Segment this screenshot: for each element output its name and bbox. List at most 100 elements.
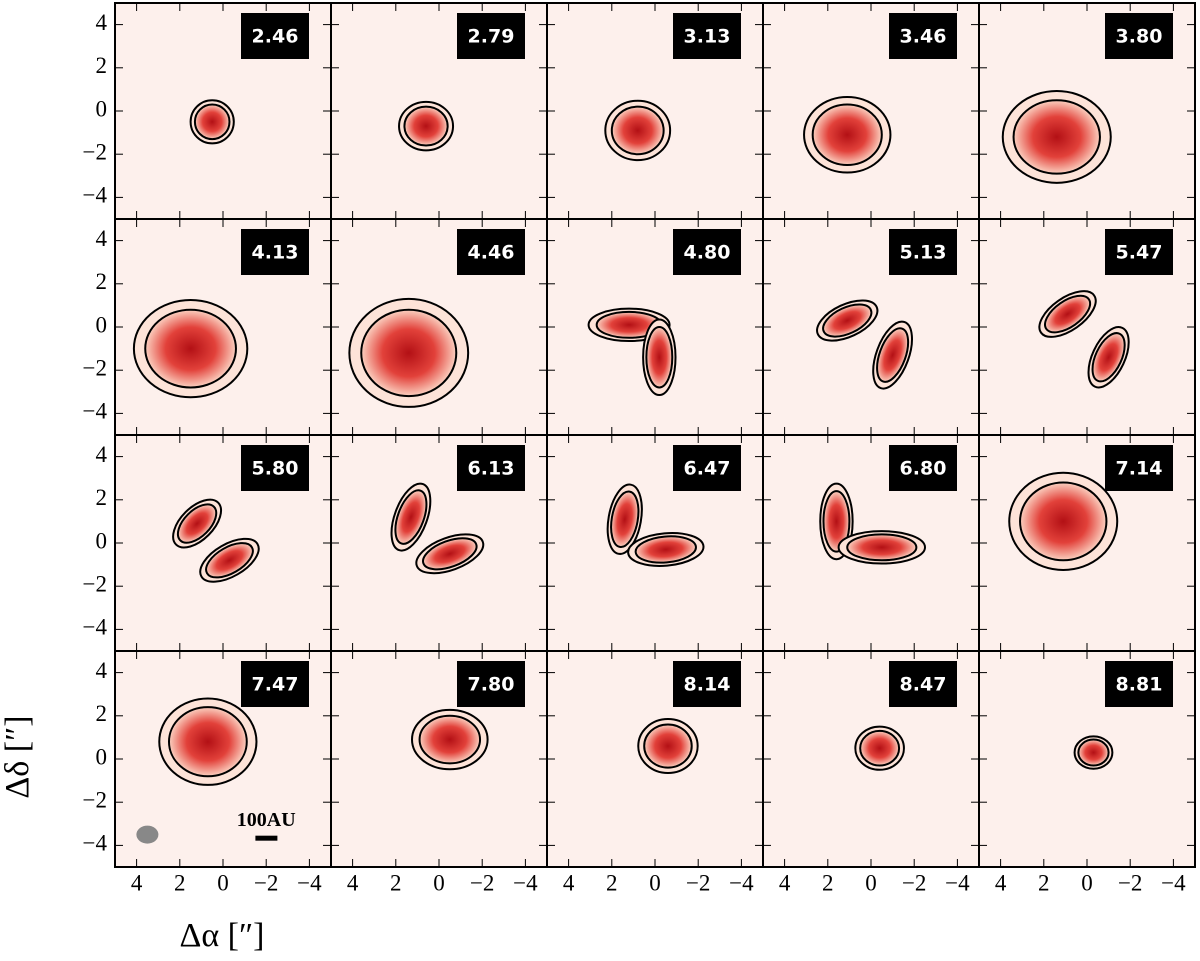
emission bbox=[859, 729, 901, 767]
emission bbox=[1044, 294, 1092, 334]
y-tick-label: 2 bbox=[96, 701, 108, 726]
emission bbox=[811, 103, 883, 166]
panel: 4 2 0 −2 −4 4.13 bbox=[83, 218, 332, 436]
x-tick-label: 0 bbox=[1081, 870, 1093, 895]
channel-label: 6.80 bbox=[900, 458, 947, 480]
y-tick-label: −4 bbox=[83, 615, 108, 640]
channel-label: 2.79 bbox=[468, 26, 515, 48]
label-box bbox=[241, 445, 309, 491]
panel: 4 2 0 −2 −4 5.80 bbox=[83, 434, 332, 652]
label-box bbox=[1105, 13, 1173, 59]
emission bbox=[1091, 332, 1126, 383]
panel: 4 2 0 −2 −4 4 2 0 −2 −4 7.47 100AU bbox=[83, 650, 332, 895]
x-tick-label: −2 bbox=[470, 870, 494, 895]
x-tick-label: −4 bbox=[513, 870, 538, 895]
x-tick-label: −2 bbox=[902, 870, 926, 895]
channel-label: 6.13 bbox=[468, 458, 515, 480]
x-tick-label: 4 bbox=[779, 870, 791, 895]
x-tick-label: −2 bbox=[686, 870, 710, 895]
channel-label: 7.80 bbox=[468, 674, 515, 696]
emission bbox=[876, 327, 910, 383]
panel: 4 2 0 −2 −4 8.81 bbox=[978, 650, 1196, 895]
y-tick-label: 0 bbox=[96, 312, 108, 337]
emission bbox=[403, 105, 449, 147]
x-tick-label: 0 bbox=[649, 870, 661, 895]
channel-label: 3.80 bbox=[1116, 26, 1163, 48]
emission bbox=[822, 303, 873, 338]
y-tick-label: 4 bbox=[96, 442, 108, 467]
x-tick-label: 0 bbox=[217, 870, 229, 895]
label-box bbox=[673, 229, 741, 275]
x-tick-label: 2 bbox=[606, 870, 618, 895]
emission bbox=[822, 490, 851, 553]
channel-label: 5.13 bbox=[900, 242, 947, 264]
y-tick-label: 4 bbox=[96, 658, 108, 683]
channel-label: 2.46 bbox=[252, 26, 299, 48]
channel-label: 3.46 bbox=[900, 26, 947, 48]
x-tick-label: −4 bbox=[945, 870, 970, 895]
panel: 6.13 bbox=[330, 434, 548, 652]
x-tick-label: 2 bbox=[174, 870, 186, 895]
panel-frame bbox=[978, 650, 1196, 868]
emission bbox=[176, 503, 218, 544]
label-box bbox=[889, 229, 957, 275]
emission bbox=[168, 706, 248, 778]
x-tick-label: 4 bbox=[347, 870, 359, 895]
label-box bbox=[241, 229, 309, 275]
channel-label: 7.47 bbox=[252, 674, 299, 696]
emission bbox=[144, 308, 237, 389]
y-tick-label: −2 bbox=[83, 787, 107, 812]
emission bbox=[1019, 481, 1108, 562]
panel: 4 2 0 −2 −4 8.47 bbox=[762, 650, 980, 895]
label-box bbox=[457, 229, 525, 275]
y-tick-label: 0 bbox=[96, 744, 108, 769]
x-tick-label: 2 bbox=[390, 870, 402, 895]
channel-label: 8.14 bbox=[684, 674, 731, 696]
x-tick-label: −4 bbox=[1161, 870, 1186, 895]
channel-label: 8.81 bbox=[1116, 674, 1163, 696]
x-tick-label: 2 bbox=[822, 870, 834, 895]
panel: 3.13 bbox=[546, 2, 764, 220]
label-box bbox=[673, 13, 741, 59]
emission bbox=[205, 542, 254, 579]
beam bbox=[136, 825, 159, 844]
y-tick-label: 4 bbox=[96, 226, 108, 251]
emission bbox=[1077, 738, 1110, 767]
label-box bbox=[241, 661, 309, 707]
emission bbox=[422, 537, 478, 571]
y-tick-label: 0 bbox=[96, 528, 108, 553]
y-tick-label: −2 bbox=[83, 139, 107, 164]
y-tick-label: 4 bbox=[96, 10, 108, 35]
x-tick-label: 4 bbox=[563, 870, 575, 895]
y-tick-label: −2 bbox=[83, 355, 107, 380]
scale-bar-label: 100AU bbox=[237, 809, 296, 831]
panel: 7.14 bbox=[978, 434, 1196, 652]
channel-label: 5.80 bbox=[252, 458, 299, 480]
panel: 2.79 bbox=[330, 2, 548, 220]
emission bbox=[610, 490, 640, 548]
y-tick-label: 2 bbox=[96, 53, 108, 78]
panel: 5.13 bbox=[762, 218, 980, 436]
label-box bbox=[457, 661, 525, 707]
channel-label: 3.13 bbox=[684, 26, 731, 48]
emission bbox=[634, 535, 697, 564]
panel: 4.46 bbox=[330, 218, 548, 436]
x-axis-label: Δα [″] bbox=[180, 917, 265, 954]
channel-label: 5.47 bbox=[1116, 242, 1163, 264]
label-box bbox=[457, 13, 525, 59]
channel-label: 4.80 bbox=[684, 242, 731, 264]
y-tick-label: −4 bbox=[83, 831, 108, 856]
panel: 6.47 bbox=[546, 434, 764, 652]
y-tick-label: −4 bbox=[83, 399, 108, 424]
panel: 4 2 0 −2 −4 8.14 bbox=[546, 650, 764, 895]
x-tick-label: 2 bbox=[1038, 870, 1050, 895]
y-tick-label: −4 bbox=[83, 183, 108, 208]
y-axis-label: Δδ [″] bbox=[0, 715, 36, 798]
emission bbox=[645, 326, 674, 389]
emission bbox=[1012, 99, 1101, 175]
label-box bbox=[1105, 661, 1173, 707]
x-tick-label: 4 bbox=[995, 870, 1007, 895]
x-tick-label: −4 bbox=[729, 870, 754, 895]
panel: 3.80 bbox=[978, 2, 1196, 220]
label-box bbox=[889, 13, 957, 59]
